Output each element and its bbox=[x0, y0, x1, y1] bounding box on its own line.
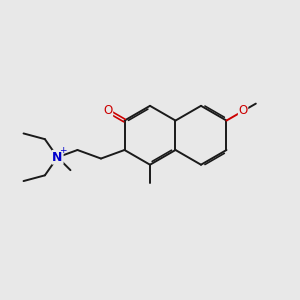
Text: O: O bbox=[238, 104, 248, 118]
Text: +: + bbox=[59, 146, 67, 155]
Text: O: O bbox=[103, 104, 112, 118]
Text: N: N bbox=[52, 151, 63, 164]
